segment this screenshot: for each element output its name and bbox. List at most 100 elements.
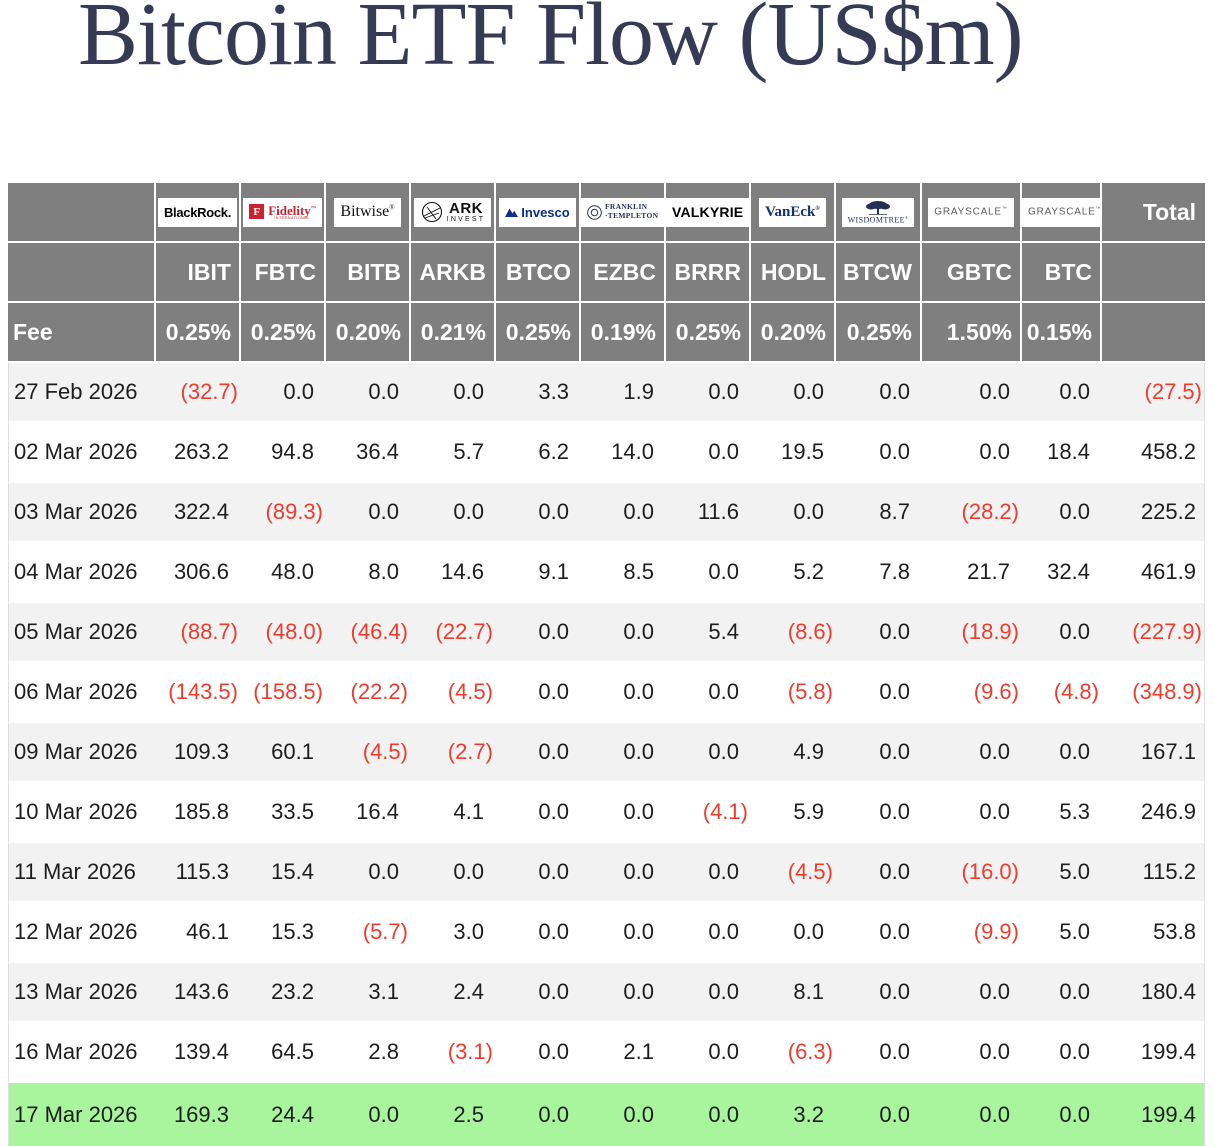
btcw-provider-logo-cell: WISDOMTREE® bbox=[836, 183, 922, 243]
flow-value-cell: (4.5) bbox=[751, 843, 836, 903]
fee-BTC: 0.15% bbox=[1022, 303, 1102, 363]
row-date: 05 Mar 2026 bbox=[8, 603, 156, 663]
flow-value-cell: 0.0 bbox=[666, 663, 751, 723]
flow-value-cell: 0.0 bbox=[326, 483, 411, 543]
flow-value-cell: 0.0 bbox=[1022, 363, 1102, 423]
ticker-GBTC: GBTC bbox=[922, 243, 1022, 303]
flow-value-cell: 0.0 bbox=[666, 723, 751, 783]
flow-value-cell: 7.8 bbox=[836, 543, 922, 603]
flow-value-cell: 36.4 bbox=[326, 423, 411, 483]
row-date: 09 Mar 2026 bbox=[8, 723, 156, 783]
row-date: 11 Mar 2026 bbox=[8, 843, 156, 903]
franklin-templeton-emblem-icon bbox=[587, 204, 602, 220]
ticker-BTC: BTC bbox=[1022, 243, 1102, 303]
flow-row-10-Mar-2026: 10 Mar 2026 185.8 33.5 16.4 4.1 0.0 0.0 (4.1) 5.… bbox=[8, 783, 1205, 843]
flow-value-cell: 32.4 bbox=[1022, 543, 1102, 603]
row-date: 16 Mar 2026 bbox=[8, 1023, 156, 1083]
flow-value-cell: (158.5) bbox=[241, 663, 326, 723]
flow-value-cell: 0.0 bbox=[836, 783, 922, 843]
flow-value-cell: (89.3) bbox=[241, 483, 326, 543]
flow-value-cell: 0.0 bbox=[922, 1023, 1022, 1083]
flow-value-cell: (46.4) bbox=[326, 603, 411, 663]
flow-value-cell: 1.9 bbox=[581, 363, 666, 423]
flow-value-cell: 0.0 bbox=[496, 843, 581, 903]
flow-value-cell: 4.1 bbox=[411, 783, 496, 843]
flow-value-cell: 0.0 bbox=[836, 363, 922, 423]
fee-row: Fee 0.25% 0.25% 0.20% 0.21% 0.25% 0.19% 0.25% 0.… bbox=[8, 303, 1205, 363]
flow-value-cell: 139.4 bbox=[156, 1023, 241, 1083]
ticker-row-corner-cell bbox=[8, 243, 156, 303]
btco-provider-logo-cell: Invesco bbox=[496, 183, 581, 243]
flow-row-17-Mar-2026: 17 Mar 2026 169.3 24.4 0.0 2.5 0.0 0.0 0.0 3.2 0.… bbox=[8, 1083, 1205, 1146]
ark-circle-icon bbox=[421, 201, 442, 223]
flow-row-12-Mar-2026: 12 Mar 2026 46.1 15.3 (5.7) 3.0 0.0 0.0 0.0 0.0 0… bbox=[8, 903, 1205, 963]
flow-value-cell: (2.7) bbox=[411, 723, 496, 783]
hodl-logo: VanEck® bbox=[759, 197, 826, 227]
flow-value-cell: 0.0 bbox=[1022, 963, 1102, 1023]
corner-cell bbox=[8, 183, 156, 243]
flow-value-cell: 0.0 bbox=[411, 363, 496, 423]
flow-value-cell: 0.0 bbox=[581, 783, 666, 843]
flow-value-cell: 14.6 bbox=[411, 543, 496, 603]
flow-value-cell: 2.4 bbox=[411, 963, 496, 1023]
row-date: 13 Mar 2026 bbox=[8, 963, 156, 1023]
row-date: 12 Mar 2026 bbox=[8, 903, 156, 963]
flow-value-cell: 0.0 bbox=[666, 423, 751, 483]
flow-value-cell: 0.0 bbox=[496, 1083, 581, 1146]
flow-value-cell: 5.4 bbox=[666, 603, 751, 663]
flow-value-cell: (32.7) bbox=[156, 363, 241, 423]
flow-value-cell: 0.0 bbox=[666, 903, 751, 963]
btc-provider-logo-cell: GRAYSCALE™ bbox=[1022, 183, 1102, 243]
flow-row-06-Mar-2026: 06 Mar 2026 (143.5) (158.5) (22.2) (4.5) 0.0 0… bbox=[8, 663, 1205, 723]
bitb-provider-logo-cell: Bitwise® bbox=[326, 183, 411, 243]
flow-row-04-Mar-2026: 04 Mar 2026 306.6 48.0 8.0 14.6 9.1 8.5 0.0 5.2 7… bbox=[8, 543, 1205, 603]
flow-value-cell: 3.2 bbox=[751, 1083, 836, 1146]
flow-value-cell: 5.2 bbox=[751, 543, 836, 603]
gbtc-provider-logo-cell: GRAYSCALE™ bbox=[922, 183, 1022, 243]
row-date: 17 Mar 2026 bbox=[8, 1083, 156, 1146]
row-date: 27 Feb 2026 bbox=[8, 363, 156, 423]
flow-value-cell: 9.1 bbox=[496, 543, 581, 603]
row-date: 03 Mar 2026 bbox=[8, 483, 156, 543]
flow-value-cell: 143.6 bbox=[156, 963, 241, 1023]
brrr-logo: VALKYRIE bbox=[666, 197, 749, 227]
flow-value-cell: (5.8) bbox=[751, 663, 836, 723]
flow-value-cell: 0.0 bbox=[581, 1083, 666, 1146]
row-total-cell: 225.2 bbox=[1102, 483, 1205, 543]
flow-value-cell: 33.5 bbox=[241, 783, 326, 843]
flow-value-cell: 64.5 bbox=[241, 1023, 326, 1083]
provider-logo-row: BlackRock. F Fidelity™ INTERNATIONAL Bitwise… bbox=[8, 183, 1205, 243]
flow-value-cell: (18.9) bbox=[922, 603, 1022, 663]
flow-value-cell: (4.8) bbox=[1022, 663, 1102, 723]
flow-row-13-Mar-2026: 13 Mar 2026 143.6 23.2 3.1 2.4 0.0 0.0 0.0 8.1 0.… bbox=[8, 963, 1205, 1023]
row-total-cell: (227.9) bbox=[1102, 603, 1205, 663]
flow-value-cell: 2.8 bbox=[326, 1023, 411, 1083]
flow-value-cell: 0.0 bbox=[1022, 483, 1102, 543]
flow-value-cell: 0.0 bbox=[666, 1083, 751, 1146]
row-total-cell: 246.9 bbox=[1102, 783, 1205, 843]
ticker-BTCO: BTCO bbox=[496, 243, 581, 303]
flow-value-cell: 0.0 bbox=[666, 363, 751, 423]
flow-value-cell: (48.0) bbox=[241, 603, 326, 663]
flow-value-cell: 0.0 bbox=[666, 843, 751, 903]
bitb-logo: Bitwise® bbox=[334, 197, 401, 227]
flow-value-cell: 8.5 bbox=[581, 543, 666, 603]
flow-value-cell: 5.9 bbox=[751, 783, 836, 843]
flow-value-cell: 0.0 bbox=[666, 1023, 751, 1083]
flow-value-cell: 2.5 bbox=[411, 1083, 496, 1146]
flow-value-cell: 0.0 bbox=[496, 663, 581, 723]
row-total-cell: 199.4 bbox=[1102, 1083, 1205, 1146]
btcw-logo: WISDOMTREE® bbox=[841, 197, 915, 227]
total-column-header: Total bbox=[1102, 183, 1205, 243]
flow-value-cell: 169.3 bbox=[156, 1083, 241, 1146]
flow-value-cell: 0.0 bbox=[836, 723, 922, 783]
flow-value-cell: (22.7) bbox=[411, 603, 496, 663]
flow-value-cell: (88.7) bbox=[156, 603, 241, 663]
flow-value-cell: (4.1) bbox=[666, 783, 751, 843]
row-date: 06 Mar 2026 bbox=[8, 663, 156, 723]
flow-value-cell: 0.0 bbox=[922, 363, 1022, 423]
ticker-BRRR: BRRR bbox=[666, 243, 751, 303]
flow-value-cell: 46.1 bbox=[156, 903, 241, 963]
flow-value-cell: 322.4 bbox=[156, 483, 241, 543]
flow-value-cell: (6.3) bbox=[751, 1023, 836, 1083]
